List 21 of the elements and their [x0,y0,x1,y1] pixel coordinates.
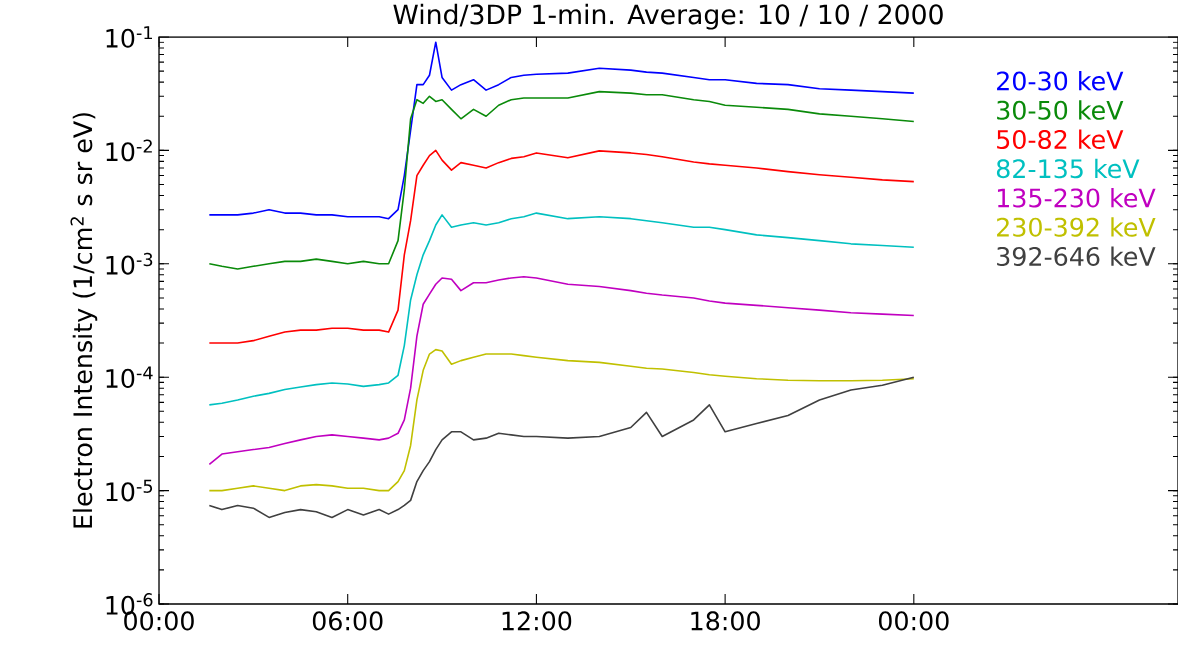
y-tick-label: 10$^{-4}$ [106,366,153,389]
text: 135-230 keV [997,187,1156,208]
x-tick-label: 00:00 [878,611,949,631]
y-tick-label: 10$^{-5}$ [106,479,153,502]
line-series [208,212,915,406]
x-tick-label: 18:00 [691,611,760,631]
text: 230-392 keV [997,217,1156,237]
line-series [208,275,915,466]
text: 50-82 keV [997,129,1124,150]
y-tick-label: 10$^{-2}$ [106,139,152,162]
x-tick-label: 06:00 [312,611,383,631]
text: 30-50 keV [997,100,1124,120]
text: 82-135 keV [996,158,1140,179]
text: 20-30 keV [997,70,1124,91]
y-tick-label: 10$^{-3}$ [106,252,153,275]
text: 392-646 keV [997,246,1156,267]
line-series [208,376,915,519]
x-tick-label: 12:00 [502,611,572,631]
chart-title: Wind/3DP 1-min. Average: 10 / 10 / 2000 [393,3,943,30]
y-axis-title: Electron Intensity (1/cm$^{2}$ s sr eV) [70,113,98,528]
y-tick-label: 10$^{-1}$ [106,26,152,48]
